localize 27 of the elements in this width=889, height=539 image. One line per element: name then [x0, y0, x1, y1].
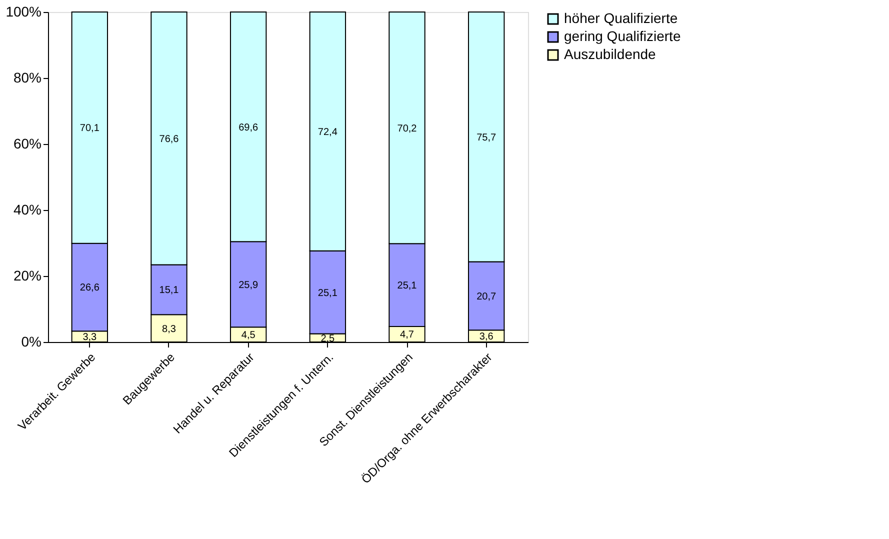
- y-tick-label: 0%: [21, 334, 42, 350]
- legend-label: gering Qualifizierte: [564, 28, 681, 44]
- data-label: 25,9: [238, 280, 258, 291]
- data-label: 4,7: [400, 330, 414, 341]
- data-label: 20,7: [476, 291, 497, 302]
- data-label: 8,3: [162, 324, 176, 335]
- data-label: 3,6: [479, 332, 494, 343]
- data-label: 72,4: [318, 126, 338, 138]
- data-label: 25,1: [397, 280, 418, 292]
- data-label: 69,6: [238, 122, 258, 134]
- y-tick-label: 80%: [13, 70, 42, 86]
- data-label: 70,2: [397, 123, 418, 134]
- data-label: 4,5: [241, 330, 256, 342]
- data-label: 15,1: [159, 285, 180, 296]
- y-tick-label: 20%: [13, 268, 42, 284]
- data-label: 3,3: [82, 332, 98, 344]
- data-label: 76,6: [159, 134, 180, 145]
- y-tick-label: 40%: [13, 202, 42, 218]
- legend-label: Auszubildende: [564, 46, 656, 62]
- data-label: 25,1: [318, 288, 338, 299]
- data-label: 26,6: [80, 282, 100, 294]
- data-label: 70,1: [80, 123, 100, 134]
- data-label: 2,5: [320, 333, 336, 344]
- y-tick-label: 100%: [6, 4, 42, 20]
- data-label: 75,7: [476, 132, 497, 144]
- y-tick-label: 60%: [13, 136, 42, 152]
- legend-label: höher Qualifizierte: [564, 10, 678, 26]
